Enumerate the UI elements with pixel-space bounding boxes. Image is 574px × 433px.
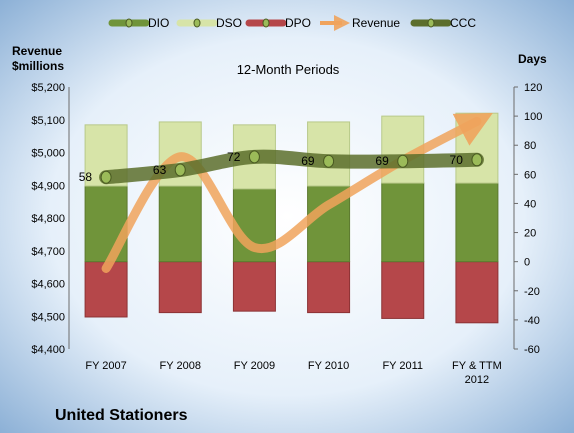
right-axis: -60 -40 -20 0 20 40 60 80 100 120 bbox=[513, 82, 542, 356]
legend: DIO DSO DPO Revenue CCC bbox=[108, 15, 476, 31]
ccc-point bbox=[248, 150, 260, 164]
ccc-point bbox=[323, 154, 335, 168]
bar-dio bbox=[455, 182, 499, 263]
left-tick-label: $4,500 bbox=[31, 311, 65, 323]
x-axis-labels: FY 2007 FY 2008 FY 2009 FY 2010 FY 2011 FY & … bbox=[85, 360, 501, 386]
right-tick-label: 120 bbox=[524, 82, 542, 94]
left-tick-label: $4,800 bbox=[31, 213, 65, 225]
left-tick-label: $4,400 bbox=[31, 344, 65, 356]
left-tick-label: $5,200 bbox=[31, 82, 65, 94]
left-axis-label-line2: $millions bbox=[12, 59, 64, 73]
right-tick-label: -60 bbox=[524, 344, 540, 356]
chart-title: 12-Month Periods bbox=[237, 62, 340, 77]
ccc-point bbox=[397, 154, 409, 168]
bar-dio bbox=[158, 185, 202, 263]
ccc-point bbox=[100, 170, 112, 184]
ccc-data-label: 72 bbox=[227, 150, 241, 164]
left-tick-label: $4,900 bbox=[31, 180, 65, 192]
left-tick-label: $5,100 bbox=[31, 115, 65, 127]
bar-dpo bbox=[307, 261, 351, 314]
legend-marker-ccc bbox=[125, 18, 133, 28]
ccc-data-label: 69 bbox=[375, 154, 389, 168]
right-tick-label: 20 bbox=[524, 228, 536, 240]
ccc-series-line bbox=[99, 149, 484, 185]
legend-label-dso: DSO bbox=[216, 16, 242, 30]
right-tick-label: -40 bbox=[524, 315, 540, 327]
left-axis: $4,400 $4,500 $4,600 $4,700 $4,800 $4,900 $5,0… bbox=[31, 82, 70, 356]
bar-dpo bbox=[158, 261, 202, 314]
right-tick-label: -20 bbox=[524, 286, 540, 298]
ccc-point bbox=[471, 153, 483, 167]
right-tick-label: 0 bbox=[524, 257, 530, 269]
x-tick-label: FY 2008 bbox=[160, 360, 201, 372]
right-tick-label: 40 bbox=[524, 198, 536, 210]
x-tick-label: FY 2010 bbox=[308, 360, 349, 372]
ccc-data-label: 63 bbox=[153, 163, 167, 177]
ccc-line: 58 63 72 69 69 70 bbox=[79, 149, 484, 185]
legend-label-revenue: Revenue bbox=[352, 16, 400, 30]
legend-label-dio: DIO bbox=[148, 16, 169, 30]
bar-dpo bbox=[455, 261, 499, 324]
right-tick-label: 100 bbox=[524, 111, 542, 123]
right-tick-label: 60 bbox=[524, 169, 536, 181]
x-tick-label: FY 2009 bbox=[234, 360, 275, 372]
left-tick-label: $4,600 bbox=[31, 279, 65, 291]
right-tick-label: 80 bbox=[524, 140, 536, 152]
left-tick-label: $4,700 bbox=[31, 246, 65, 258]
bar-dio bbox=[381, 182, 425, 263]
legend-marker-ccc bbox=[193, 18, 201, 28]
ccc-data-label: 58 bbox=[79, 170, 93, 184]
legend-label-dpo: DPO bbox=[285, 16, 311, 30]
x-tick-label: FY 2011 bbox=[382, 360, 423, 372]
legend-marker-ccc bbox=[427, 18, 435, 28]
bar-dpo bbox=[381, 261, 425, 319]
legend-label-ccc: CCC bbox=[450, 16, 476, 30]
company-name: United Stationers bbox=[55, 407, 188, 424]
x-tick-label: 2012 bbox=[465, 374, 489, 386]
legend-marker-ccc bbox=[262, 18, 270, 28]
x-tick-label: FY & TTM bbox=[452, 360, 502, 372]
ccc-data-label: 70 bbox=[450, 153, 464, 167]
x-tick-label: FY 2007 bbox=[85, 360, 126, 372]
ccc-point bbox=[174, 163, 186, 177]
left-axis-label-line1: Revenue bbox=[12, 44, 62, 58]
bar-dpo bbox=[232, 261, 276, 312]
ccc-data-label: 69 bbox=[301, 154, 315, 168]
right-axis-label: Days bbox=[518, 52, 547, 66]
left-tick-label: $5,000 bbox=[31, 148, 65, 160]
